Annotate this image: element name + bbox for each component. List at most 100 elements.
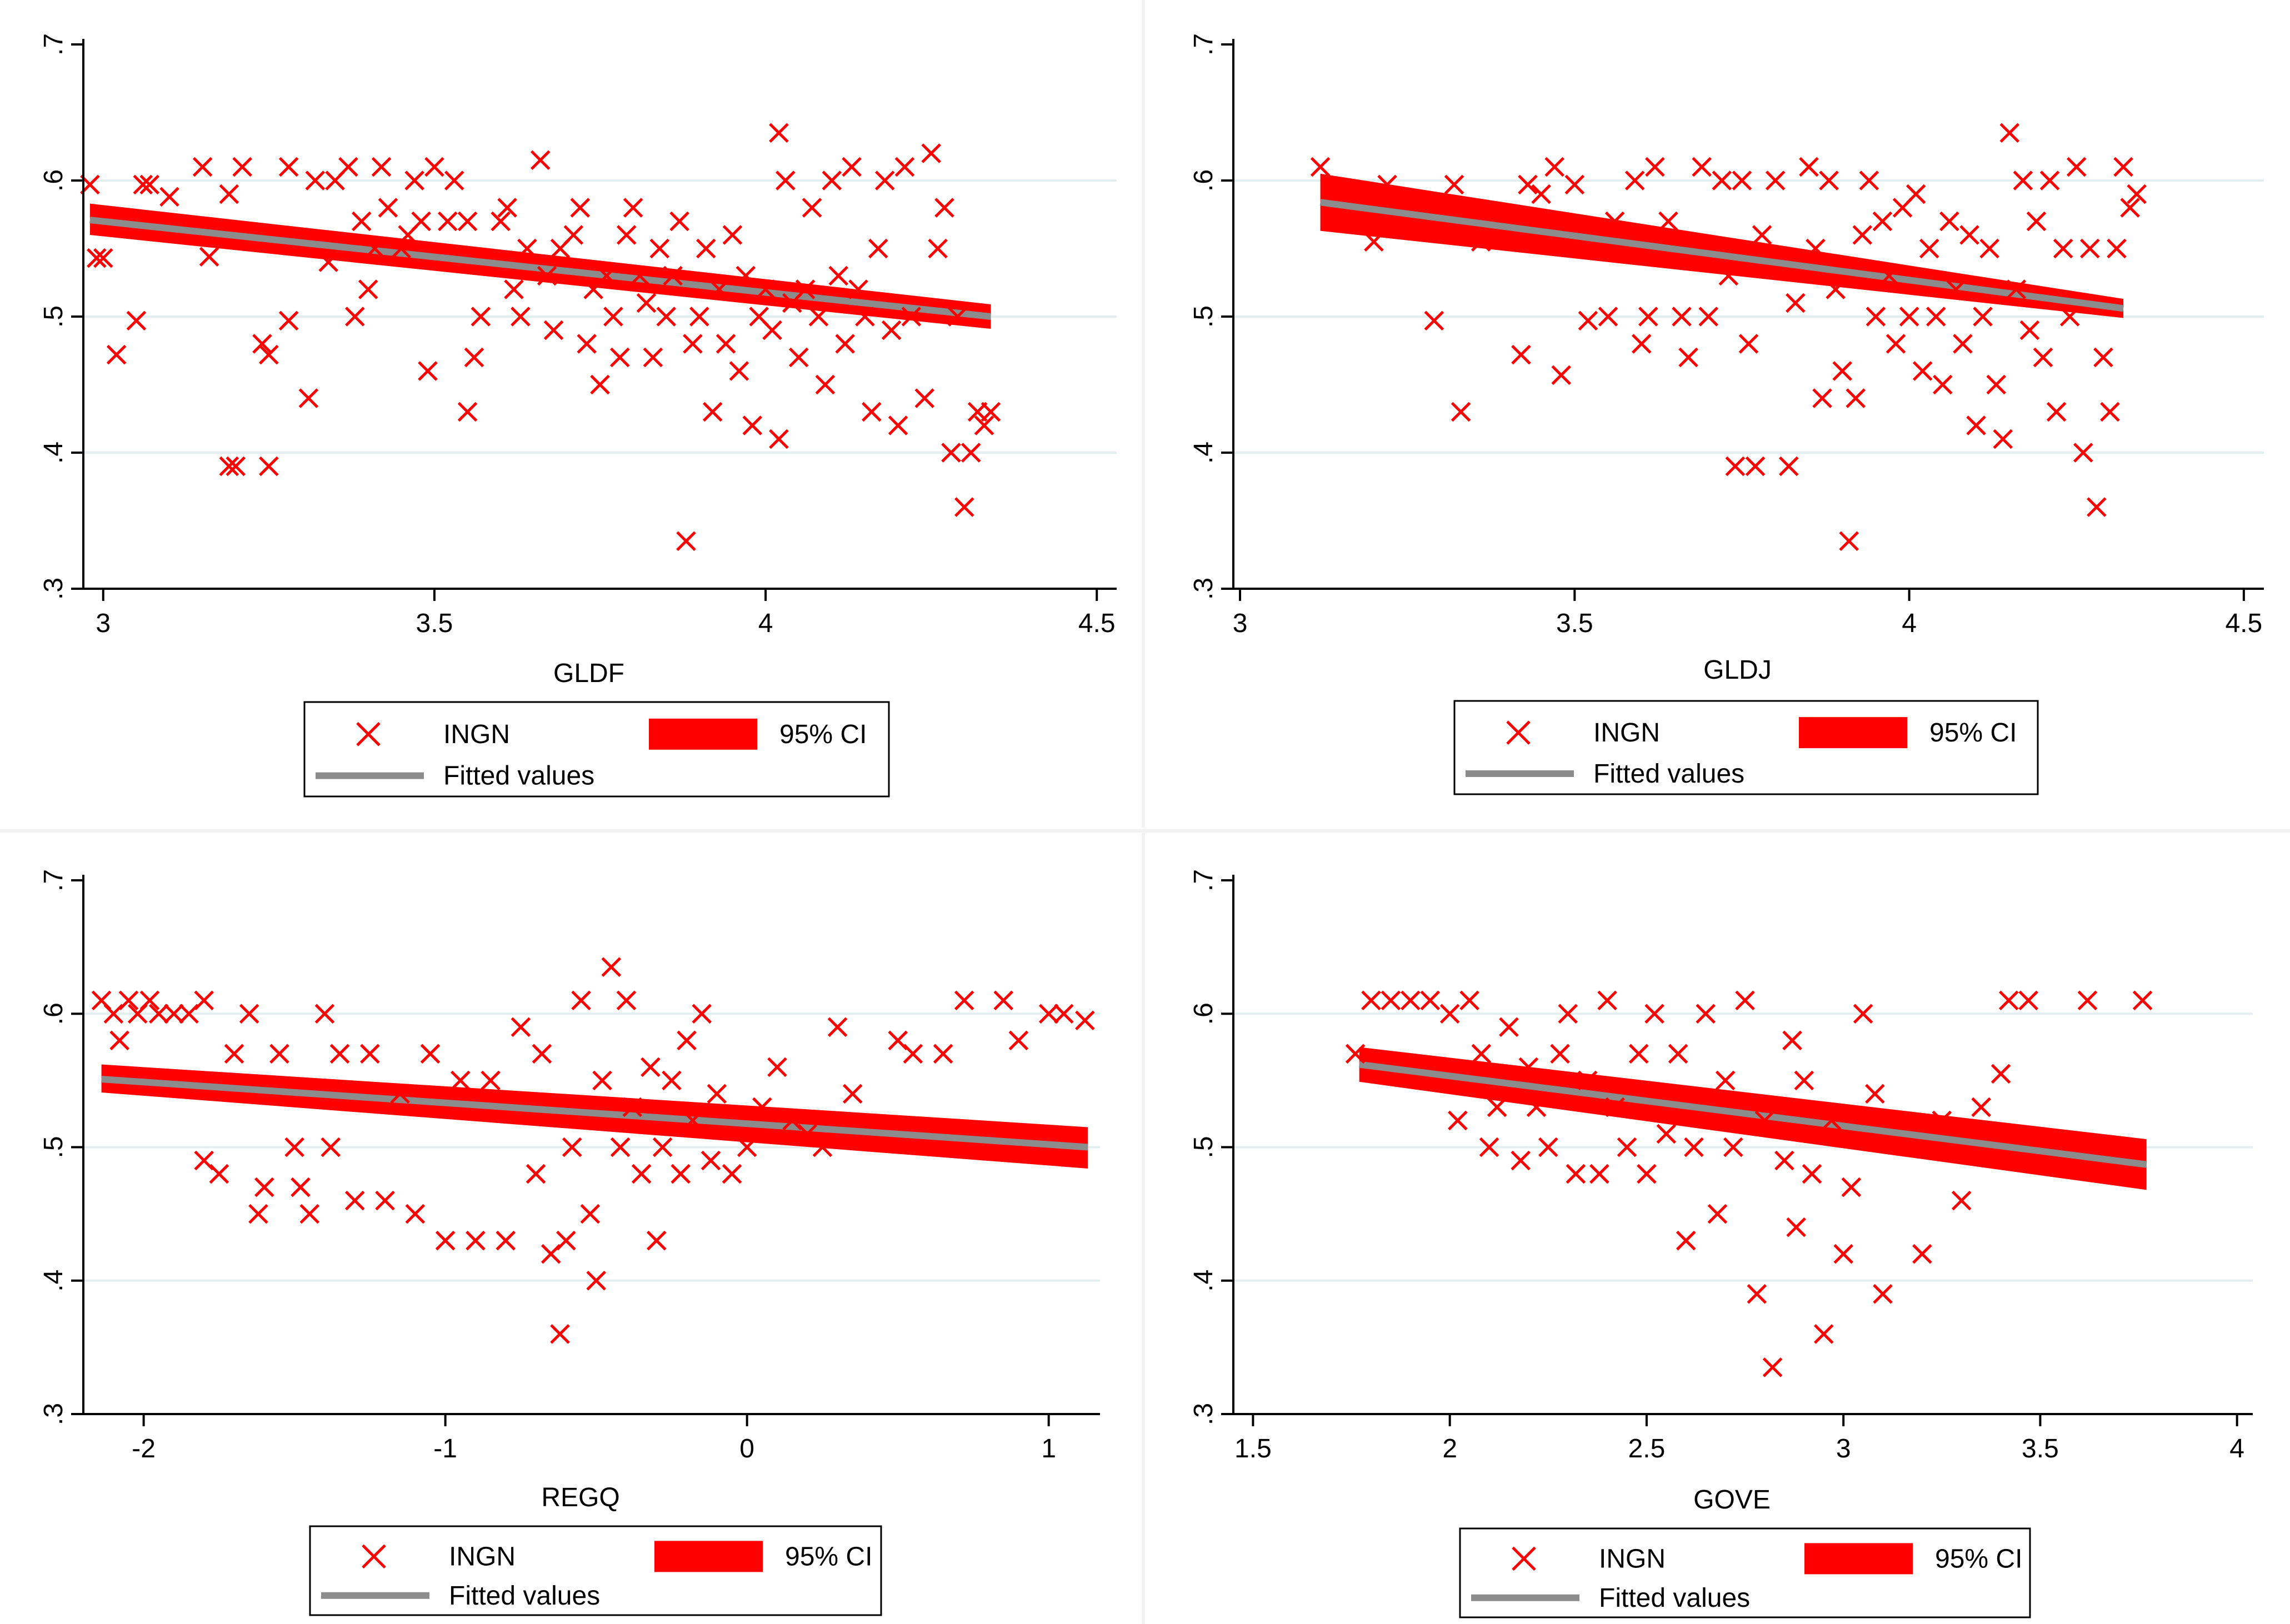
data-point: [677, 1030, 697, 1051]
data-point: [742, 415, 762, 435]
data-point: [570, 198, 590, 218]
data-point: [1656, 1124, 1677, 1144]
data-point: [318, 252, 338, 272]
y-tick-label: .3: [1189, 1403, 1218, 1425]
data-point: [378, 198, 398, 218]
data-point: [2077, 990, 2098, 1010]
data-point: [2006, 279, 2027, 299]
data-point: [2127, 184, 2147, 204]
data-point: [1444, 174, 1464, 195]
data-point: [1966, 415, 1986, 435]
data-point: [610, 1137, 631, 1157]
data-point: [1754, 1110, 1775, 1131]
data-point: [1715, 1070, 1736, 1091]
data-point: [444, 171, 464, 191]
data-point: [1364, 232, 1384, 252]
data-point: [543, 320, 564, 340]
data-point: [1566, 1164, 1586, 1184]
legend-box: [309, 1525, 882, 1616]
data-point: [390, 1084, 410, 1104]
data-point: [592, 1070, 612, 1091]
data-point: [1487, 1097, 1507, 1117]
data-point: [603, 307, 623, 327]
data-point: [580, 1204, 601, 1224]
data-point: [722, 1164, 742, 1184]
data-point: [1846, 388, 1866, 408]
data-point: [1712, 171, 1732, 191]
data-point: [1550, 1044, 1570, 1064]
data-point: [1939, 211, 1959, 232]
data-point: [148, 1004, 169, 1024]
data-point: [933, 1044, 953, 1064]
data-point: [199, 247, 219, 267]
legend-ci-swatch: [1804, 1543, 1913, 1575]
data-point: [1919, 238, 1939, 259]
data-point: [1451, 402, 1471, 422]
x-axis-label: GOVE: [1693, 1485, 1771, 1515]
data-point: [808, 307, 829, 327]
data-point: [496, 1230, 516, 1251]
data-point: [571, 990, 591, 1010]
data-point: [1839, 531, 1859, 552]
data-point: [1598, 307, 1618, 327]
data-point: [928, 238, 948, 259]
data-point: [842, 157, 862, 177]
data-point: [1008, 1030, 1029, 1051]
data-point: [769, 123, 789, 143]
chart-panel-gove: .3 .4 .5 .6 .7 1.5 2 2.5 3 3.5 4 GOVE INGN 95% CI Fitt…: [1189, 869, 2253, 1618]
data-point: [752, 1097, 772, 1117]
data-point: [391, 238, 412, 259]
data-point: [1932, 1110, 1952, 1131]
data-point: [562, 1137, 582, 1157]
data-point: [481, 1070, 501, 1091]
data-point: [106, 344, 127, 365]
x-tick-label: 4: [2229, 1434, 2244, 1463]
x-tick-label: 0: [739, 1434, 754, 1463]
legend-box: [303, 701, 890, 798]
data-point: [1833, 1244, 1853, 1264]
data-point: [954, 497, 974, 517]
data-point: [1551, 365, 1571, 385]
data-point: [1782, 1030, 1802, 1051]
data-point: [1692, 157, 1712, 177]
data-point: [530, 150, 551, 171]
data-point: [1310, 157, 1331, 177]
data-point: [1644, 1004, 1664, 1024]
data-point: [1802, 1164, 1822, 1184]
fitted-line: [1358, 1061, 2147, 1168]
data-point: [2046, 402, 2067, 422]
data-point: [1518, 1057, 1539, 1077]
data-point: [537, 265, 557, 286]
data-point: [420, 1044, 441, 1064]
data-point: [1912, 1244, 1932, 1264]
y-tick-label: .3: [1189, 578, 1218, 600]
data-point: [550, 1324, 570, 1344]
data-point: [1448, 1110, 1468, 1131]
y-tick-label: .5: [39, 1136, 68, 1158]
fitted-line: [101, 1075, 1088, 1151]
data-point: [511, 1017, 531, 1037]
data-point: [631, 1164, 652, 1184]
data-point: [1991, 1064, 2011, 1084]
data-point: [2053, 238, 2073, 259]
chart-panel-gldj: .3 .4 .5 .6 .7 3 3.5 4 4.5 GLDJ INGN 95% CI Fitted v…: [1189, 33, 2264, 795]
data-point: [344, 1190, 365, 1211]
data-point: [1578, 310, 1598, 331]
data-point: [1511, 344, 1531, 365]
data-point: [1624, 171, 1645, 191]
data-point: [993, 990, 1013, 1010]
data-point: [586, 1270, 606, 1291]
data-point: [1696, 1004, 1716, 1024]
data-point: [1471, 232, 1491, 252]
data-point: [1971, 1097, 1991, 1117]
data-point: [224, 1044, 244, 1064]
data-point: [1725, 456, 1746, 477]
data-point: [1853, 1004, 1873, 1024]
data-point: [616, 225, 637, 245]
data-point: [769, 429, 789, 449]
data-point: [842, 1084, 863, 1104]
data-point: [1926, 307, 1946, 327]
data-point: [1401, 990, 1421, 1010]
x-tick-label: 3.5: [2022, 1434, 2059, 1463]
data-point: [828, 265, 848, 286]
